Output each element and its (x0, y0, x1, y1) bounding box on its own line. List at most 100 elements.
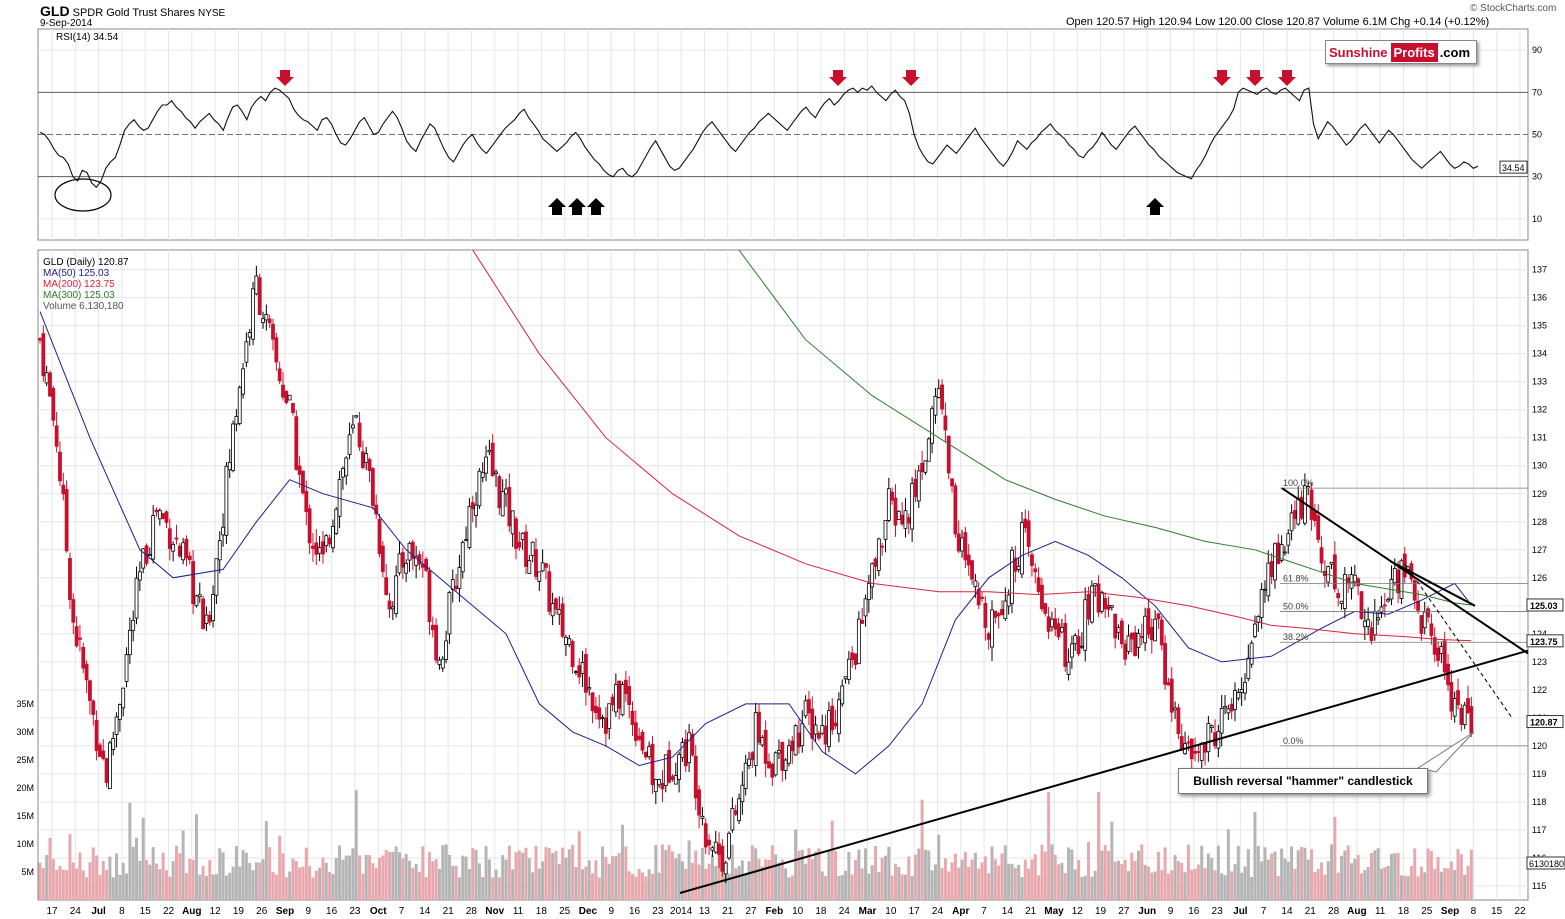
ma-line-ma200 (472, 249, 1472, 642)
candle-body (350, 424, 355, 429)
price-tick-label: 137 (1532, 265, 1547, 275)
candle-body (114, 716, 119, 735)
candle-body (64, 489, 69, 552)
price-tick-label: 131 (1532, 433, 1547, 443)
price-tick-label: 115 (1532, 881, 1546, 891)
price-tick-label: 135 (1532, 321, 1547, 331)
volume-bar (1117, 860, 1120, 900)
hammer-annotation: Bullish reversal "hammer" candlestick (1178, 768, 1428, 794)
volume-bar (1330, 844, 1334, 900)
candle-body (560, 603, 565, 637)
volume-bar (451, 865, 455, 900)
volume-bar (764, 859, 768, 900)
x-tick-label: 7 (1261, 906, 1267, 917)
volume-bar (1013, 867, 1017, 900)
volume-bar (424, 877, 428, 900)
volume-bar (667, 845, 671, 900)
volume-bar (534, 845, 538, 900)
volume-bar (970, 859, 974, 900)
volume-bar (161, 852, 165, 900)
candle-body (873, 558, 878, 567)
candle-body (1293, 509, 1297, 520)
volume-bar (437, 868, 441, 900)
candle-body (397, 553, 402, 574)
volume-bar (1323, 874, 1327, 900)
volume-bar (1007, 863, 1011, 900)
rsi-last-value: 34.54 (1502, 163, 1525, 173)
volume-bar (710, 855, 714, 900)
candle-body (277, 368, 282, 382)
volume-bar (1226, 829, 1230, 900)
volume-bar (617, 852, 621, 900)
volume-bar (308, 866, 312, 900)
candle-body (470, 502, 475, 510)
volume-bar (268, 847, 272, 900)
volume-bar (634, 876, 638, 900)
candle-body (703, 823, 708, 848)
candle-body (1239, 688, 1244, 693)
volume-bar (1403, 875, 1407, 900)
volume-bar (664, 850, 668, 900)
volume-bar (1419, 866, 1423, 900)
volume-bar (1426, 848, 1430, 900)
candle-body (48, 372, 52, 397)
candle-body (297, 465, 302, 475)
volume-bar (115, 853, 119, 900)
x-tick-label: 14 (1002, 906, 1014, 917)
fib-level-label: 0.0% (1283, 736, 1304, 746)
candle-body (547, 571, 552, 612)
volume-bar (1386, 865, 1390, 900)
volume-bar (218, 848, 222, 900)
candle-body (1103, 598, 1108, 610)
volume-bar (477, 863, 481, 900)
volume-bar (950, 862, 954, 900)
candle-body (217, 540, 222, 561)
volume-bar (364, 854, 368, 900)
volume-bar (973, 852, 977, 900)
volume-bar (983, 856, 987, 900)
candle-body (424, 558, 429, 571)
volume-bar (214, 874, 218, 900)
volume-bar (1469, 849, 1473, 900)
candle-body (244, 341, 249, 363)
candle-body (400, 552, 405, 568)
volume-bar (1230, 871, 1234, 900)
candle-body (334, 508, 339, 535)
volume-bar (1290, 846, 1294, 900)
volume-bar (1456, 848, 1460, 900)
volume-bar (441, 845, 445, 900)
volume-bar (1140, 844, 1144, 900)
ticker-exchange: NYSE (197, 8, 226, 19)
candle-body (91, 700, 96, 715)
volume-bar (890, 875, 894, 900)
price-tick-label: 117 (1532, 825, 1546, 835)
volume-bar (507, 845, 511, 900)
candle-body (384, 577, 389, 595)
candle-body (1149, 626, 1154, 641)
volume-bar (607, 863, 611, 900)
volume-bar (234, 845, 238, 900)
candle-body (1249, 642, 1254, 665)
candle-body (723, 862, 728, 875)
volume-bar (830, 820, 834, 900)
candle-body (504, 488, 508, 495)
volume-bar (720, 865, 724, 900)
volume-bar (997, 865, 1001, 900)
candle-body (580, 662, 585, 674)
candle-body (940, 384, 944, 410)
volume-bar (244, 852, 248, 900)
volume-bar (1223, 875, 1227, 900)
volume-bar (321, 857, 325, 900)
candle-body (1089, 585, 1094, 623)
candle-body (993, 610, 998, 618)
volume-bar (657, 872, 661, 900)
ma200-value-label: 123.75 (1530, 637, 1558, 647)
candle-body (737, 798, 741, 821)
candle-body (607, 703, 612, 729)
volume-bar (817, 848, 821, 900)
candle-body (707, 839, 711, 846)
volume-bar (1283, 858, 1287, 900)
candle-body (287, 394, 292, 401)
volume-bar (274, 874, 278, 900)
x-tick-label: 28 (466, 906, 478, 917)
